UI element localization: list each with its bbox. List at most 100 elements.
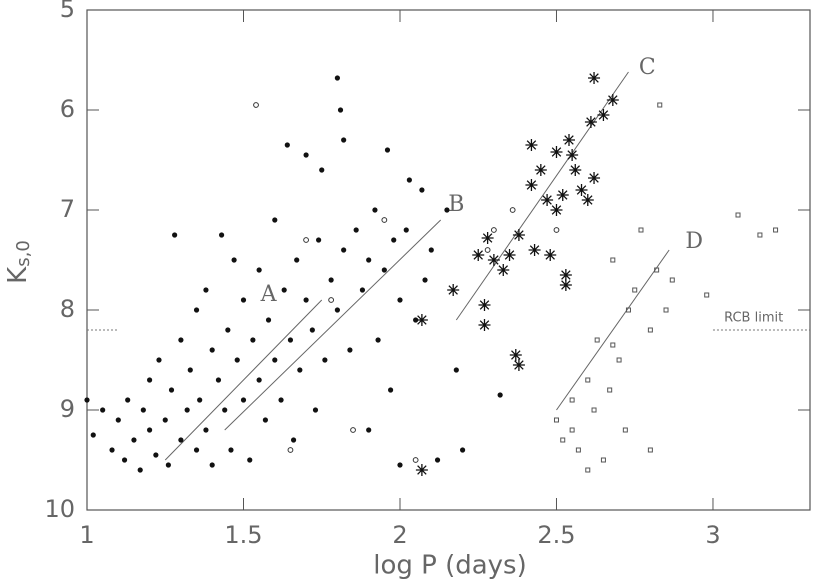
point (375, 337, 381, 343)
point (284, 142, 290, 148)
point (115, 417, 121, 423)
open-square (622, 427, 628, 433)
point (228, 447, 234, 453)
point (334, 75, 340, 81)
open-circle (328, 297, 335, 303)
point (387, 387, 394, 393)
point (197, 397, 203, 403)
point (262, 417, 269, 423)
point (281, 287, 287, 293)
point (137, 467, 143, 473)
point (419, 187, 425, 193)
point (172, 232, 178, 238)
open-square (669, 277, 675, 283)
point (459, 447, 466, 453)
asterisk (415, 314, 428, 326)
point (297, 367, 303, 373)
open-square (773, 227, 779, 233)
asterisk (569, 164, 582, 176)
point (312, 407, 319, 413)
open-square (654, 267, 660, 273)
point (146, 377, 153, 383)
open-square (610, 257, 616, 263)
point (156, 357, 162, 363)
x-tick-label: 1.5 (224, 521, 262, 549)
asterisk (472, 249, 485, 261)
asterisk (559, 279, 572, 291)
asterisk (512, 229, 525, 241)
open-square (585, 377, 591, 383)
point (250, 337, 256, 343)
point (146, 427, 153, 433)
point (413, 317, 419, 323)
point (247, 457, 253, 463)
open-square (594, 337, 600, 343)
asterisk (525, 179, 538, 191)
asterisk (544, 249, 557, 261)
asterisk (415, 464, 428, 476)
point (341, 247, 347, 253)
x-tick-label: 2.5 (537, 521, 575, 549)
fit-line (164, 299, 323, 461)
asterisk (563, 134, 575, 146)
open-square (647, 447, 653, 453)
open-square (553, 417, 559, 423)
open-circle (490, 227, 497, 233)
point (203, 427, 209, 433)
point (334, 307, 340, 313)
open-square (610, 342, 616, 348)
y-tick-label: 6 (60, 95, 75, 123)
open-circle (253, 102, 259, 108)
point (225, 327, 231, 333)
point (406, 177, 412, 183)
asterisk (581, 194, 594, 206)
asterisk (559, 269, 572, 281)
open-square (647, 327, 653, 333)
point (178, 437, 184, 443)
asterisk (528, 244, 541, 256)
open-square (569, 427, 575, 433)
asterisk (478, 319, 491, 331)
open-square (585, 467, 591, 473)
x-tick-label: 1 (79, 521, 94, 549)
point (153, 452, 159, 458)
fit-line-label: D (685, 229, 703, 254)
asterisk (566, 149, 579, 161)
point (240, 297, 247, 303)
point (453, 367, 459, 373)
point (90, 432, 96, 438)
open-circle (287, 447, 294, 453)
point (290, 437, 297, 443)
point (121, 457, 128, 463)
y-tick-label: 5 (60, 0, 75, 23)
open-square (569, 397, 575, 403)
point (109, 447, 115, 453)
point (309, 327, 315, 333)
asterisk (575, 184, 588, 196)
point (193, 447, 200, 453)
x-axis-label: log P (days) (373, 551, 527, 581)
point (341, 137, 347, 143)
y-label-sub: s,0 (13, 240, 34, 267)
point (322, 357, 328, 363)
point (316, 237, 322, 243)
open-square (735, 212, 741, 218)
asterisk (512, 359, 525, 371)
open-circle (553, 227, 560, 233)
point (272, 217, 278, 223)
asterisk (556, 189, 569, 201)
open-square (616, 357, 622, 363)
asterisk (588, 72, 601, 84)
point (162, 417, 168, 423)
point (209, 347, 215, 353)
y-tick-label: 7 (60, 195, 75, 223)
point (131, 437, 137, 443)
point (303, 297, 309, 303)
point (240, 397, 247, 403)
fit-line-label: B (448, 192, 464, 217)
point (125, 397, 131, 403)
asterisk (503, 249, 516, 261)
point (319, 167, 325, 173)
fit-line (224, 219, 442, 431)
